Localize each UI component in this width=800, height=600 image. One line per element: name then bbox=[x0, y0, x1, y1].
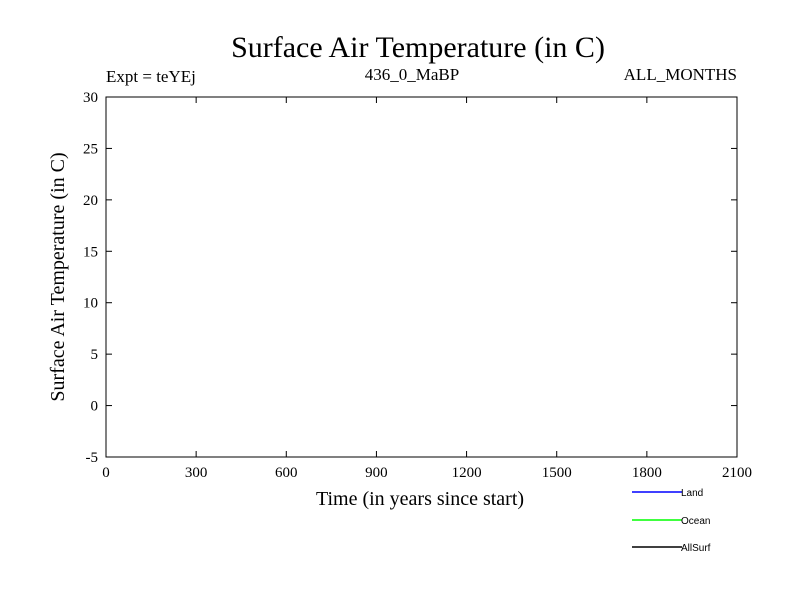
y-tick-label: 20 bbox=[83, 193, 98, 209]
y-axis-label: Surface Air Temperature (in C) bbox=[47, 152, 69, 401]
legend-allsurf-label: AllSurf bbox=[681, 543, 711, 554]
legend: Land Ocean AllSurf bbox=[632, 488, 711, 554]
x-tick-label: 1500 bbox=[542, 465, 572, 481]
y-tick-label: 0 bbox=[91, 399, 99, 415]
y-tick-label: 15 bbox=[83, 244, 98, 260]
x-tick-label: 2100 bbox=[722, 465, 752, 481]
x-axis-label: Time (in years since start) bbox=[316, 488, 524, 510]
months-label: ALL_MONTHS bbox=[624, 65, 737, 84]
y-tick-label: -5 bbox=[86, 450, 99, 466]
x-tick-label: 0 bbox=[102, 465, 110, 481]
x-tick-label: 1200 bbox=[452, 465, 482, 481]
y-tick-label: 30 bbox=[83, 90, 98, 106]
x-tick-label: 300 bbox=[185, 465, 208, 481]
y-tick-label: 25 bbox=[83, 141, 98, 157]
x-tick-label: 1800 bbox=[632, 465, 662, 481]
y-tick-label: 5 bbox=[91, 347, 99, 363]
x-tick-label: 600 bbox=[275, 465, 298, 481]
y-tick-label: 10 bbox=[83, 296, 98, 312]
x-tick-label: 900 bbox=[365, 465, 388, 481]
chart-title: Surface Air Temperature (in C) bbox=[231, 31, 605, 64]
period-label: 436_0_MaBP bbox=[365, 65, 459, 84]
legend-ocean-label: Land bbox=[681, 488, 703, 499]
plot-frame bbox=[105, 96, 738, 458]
experiment-label: Expt = teYEj bbox=[106, 67, 196, 86]
legend-land-label: Ocean bbox=[681, 516, 710, 527]
